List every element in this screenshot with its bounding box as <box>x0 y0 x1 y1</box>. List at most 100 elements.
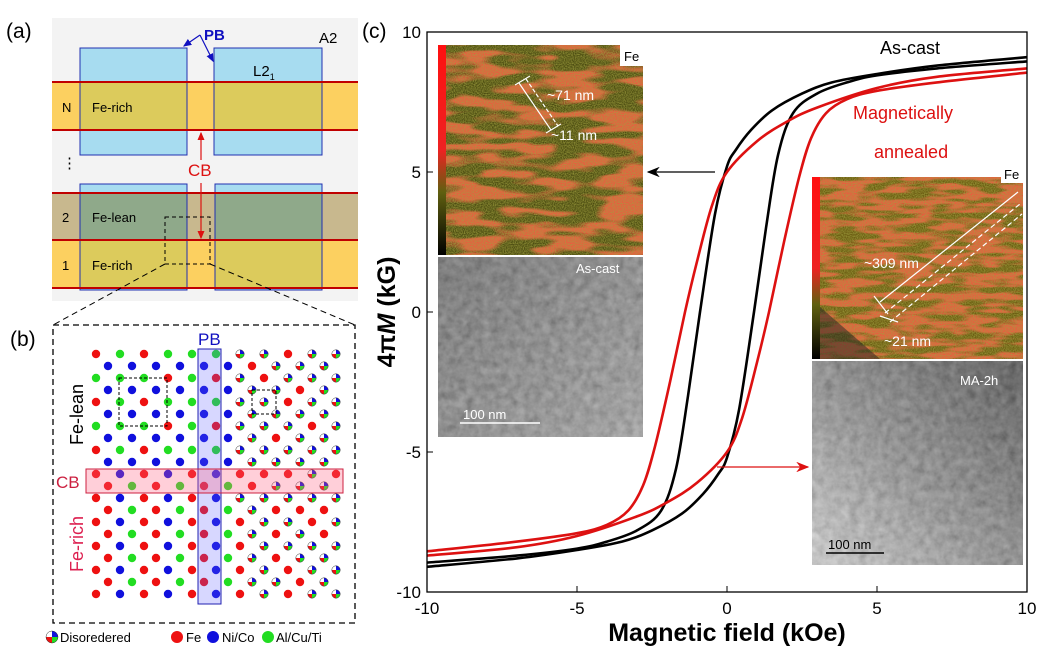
atom <box>211 373 221 383</box>
x-tick-label: 10 <box>1018 599 1037 618</box>
atom <box>91 541 101 551</box>
atom <box>151 409 161 419</box>
atom <box>319 529 329 539</box>
sample-label: MA-2h <box>960 373 998 388</box>
atom <box>175 505 185 515</box>
zoom-box <box>52 324 356 624</box>
disordered-atom <box>283 517 293 527</box>
atom <box>187 589 197 599</box>
atom <box>307 517 317 527</box>
atom <box>319 505 329 515</box>
atom <box>139 541 149 551</box>
atom <box>103 577 113 587</box>
y-tick-label: -5 <box>406 443 421 462</box>
disordered-atom <box>259 397 269 407</box>
y-tick-label: -10 <box>396 583 421 602</box>
panel-a-label: (a) <box>6 20 32 43</box>
atom <box>223 529 233 539</box>
atom <box>175 529 185 539</box>
chemical-boundary-band <box>85 468 344 494</box>
atom <box>127 433 137 443</box>
disordered-atom <box>295 457 305 467</box>
scale-bar-label: 100 nm <box>828 537 871 552</box>
ma-series-label-line2: annealed <box>874 142 948 162</box>
atom <box>199 481 209 491</box>
disordered-atom <box>331 373 341 383</box>
atom <box>283 469 293 479</box>
disordered-atom <box>235 493 245 503</box>
disordered-atom <box>235 397 245 407</box>
atom <box>151 481 161 491</box>
atom <box>199 577 209 587</box>
atom <box>259 469 269 479</box>
magnetically-annealed-ascending-branch <box>426 71 1028 557</box>
atom <box>91 493 101 503</box>
atom <box>283 565 293 575</box>
atom <box>91 565 101 575</box>
atom <box>187 349 197 359</box>
atom <box>175 481 185 491</box>
disordered-atom <box>319 457 329 467</box>
pb-arrow <box>183 34 201 47</box>
disordered-atom <box>319 385 329 395</box>
atom <box>103 529 113 539</box>
disordered-atom <box>307 541 317 551</box>
atom <box>139 589 149 599</box>
atom <box>115 397 125 407</box>
scale-bar-label: 100 nm <box>463 407 506 422</box>
atom <box>115 445 125 455</box>
atom <box>271 529 281 539</box>
disordered-atom <box>295 409 305 419</box>
inset-as-cast-micrograph: As-cast 100 nm <box>438 257 643 437</box>
disordered-atom <box>271 361 281 371</box>
atom <box>211 445 221 455</box>
atom <box>163 493 173 503</box>
y-axis-label: 4πM (kG) <box>373 257 401 368</box>
atom <box>127 505 137 515</box>
l21-unit-cell <box>118 377 168 427</box>
atom <box>127 409 137 419</box>
atom <box>163 421 173 431</box>
atom <box>199 457 209 467</box>
color-bar <box>438 45 446 255</box>
atom <box>271 505 281 515</box>
atom <box>211 517 221 527</box>
atom <box>163 373 173 383</box>
pb-label: PB <box>198 330 221 349</box>
atom <box>223 553 233 563</box>
atom <box>151 433 161 443</box>
disordered-atom <box>307 565 317 575</box>
atom <box>223 481 233 491</box>
atom <box>175 553 185 563</box>
disordered-atom <box>259 589 269 599</box>
fe-rich-label: Fe-rich <box>67 516 87 572</box>
disordered-atom <box>295 481 305 491</box>
disordered-atom <box>319 553 329 563</box>
disordered-atom <box>283 445 293 455</box>
disordered-atom <box>307 469 317 479</box>
x-tick-label: 0 <box>722 599 731 618</box>
ellipsis: ⋮ <box>62 155 77 172</box>
atom <box>199 553 209 563</box>
domain-length-label: ~309 nm <box>864 255 919 271</box>
row-name-1: Fe-rich <box>92 258 132 273</box>
panel-b-label: (b) <box>10 328 36 351</box>
atom <box>127 457 137 467</box>
row-index-n: N <box>62 100 71 115</box>
disordered-atom <box>331 517 341 527</box>
atom <box>163 541 173 551</box>
disordered-atom <box>247 553 257 563</box>
disordered-atom <box>331 397 341 407</box>
disordered-atom <box>307 589 317 599</box>
disordered-atom <box>271 457 281 467</box>
row-name-2: Fe-lean <box>92 210 136 225</box>
atom <box>91 445 101 455</box>
disordered-atom <box>331 421 341 431</box>
disordered-atom <box>295 433 305 443</box>
atom <box>259 373 269 383</box>
atom <box>223 433 233 443</box>
atom <box>151 553 161 563</box>
atom <box>175 577 185 587</box>
atom <box>211 469 221 479</box>
atom <box>247 481 257 491</box>
